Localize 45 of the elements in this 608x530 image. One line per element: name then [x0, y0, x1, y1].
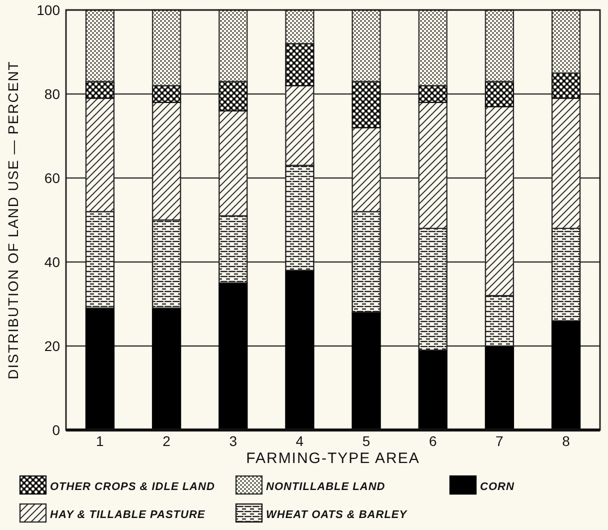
- bar: [484, 295, 514, 347]
- bar: [152, 85, 182, 103]
- bar: [85, 9, 115, 82]
- y-axis-title: DISTRIBUTION OF LAND USE — PERCENT: [5, 60, 21, 380]
- bar: [484, 9, 514, 82]
- legend-label: NONTILLABLE LAND: [266, 481, 386, 493]
- bar: [352, 9, 381, 82]
- bar: [218, 215, 248, 284]
- x-tick-label: 3: [229, 433, 238, 449]
- legend-label: WHEAT OATS & BARLEY: [266, 509, 408, 521]
- y-tick-label: 60: [44, 170, 60, 186]
- bar: [85, 211, 115, 309]
- x-tick-label: 8: [562, 433, 570, 449]
- bar: [352, 211, 381, 313]
- x-tick-label: 1: [96, 433, 104, 449]
- y-tick-label: 20: [44, 338, 60, 354]
- bar: [418, 85, 448, 103]
- bar: [551, 9, 581, 74]
- bar: [285, 43, 314, 86]
- legend-label: CORN: [480, 481, 515, 493]
- y-tick-label: 0: [52, 422, 60, 438]
- legend-label: OTHER CROPS & IDLE LAND: [50, 481, 215, 493]
- y-tick-label: 80: [44, 86, 60, 102]
- bar: [551, 228, 581, 322]
- y-tick-label: 40: [44, 254, 60, 270]
- bar: [418, 228, 448, 351]
- legend-label: HAY & TILLABLE PASTURE: [50, 509, 206, 521]
- x-tick-label: 5: [362, 433, 370, 449]
- bar: [352, 80, 381, 128]
- x-axis-title: FARMING-TYPE AREA: [246, 450, 420, 467]
- y-tick-label: 100: [36, 2, 60, 18]
- bar: [85, 80, 115, 99]
- x-tick-label: 4: [296, 433, 304, 449]
- x-tick-label: 6: [428, 433, 437, 449]
- bar: [218, 80, 248, 112]
- bar: [551, 72, 581, 99]
- bar: [484, 80, 514, 108]
- bar: [152, 9, 182, 86]
- bar: [285, 9, 314, 44]
- bar: [418, 9, 448, 86]
- bar: [152, 219, 182, 309]
- x-tick-label: 7: [496, 433, 504, 449]
- bar: [285, 164, 314, 271]
- bar: [218, 9, 248, 82]
- x-tick-label: 2: [162, 433, 171, 449]
